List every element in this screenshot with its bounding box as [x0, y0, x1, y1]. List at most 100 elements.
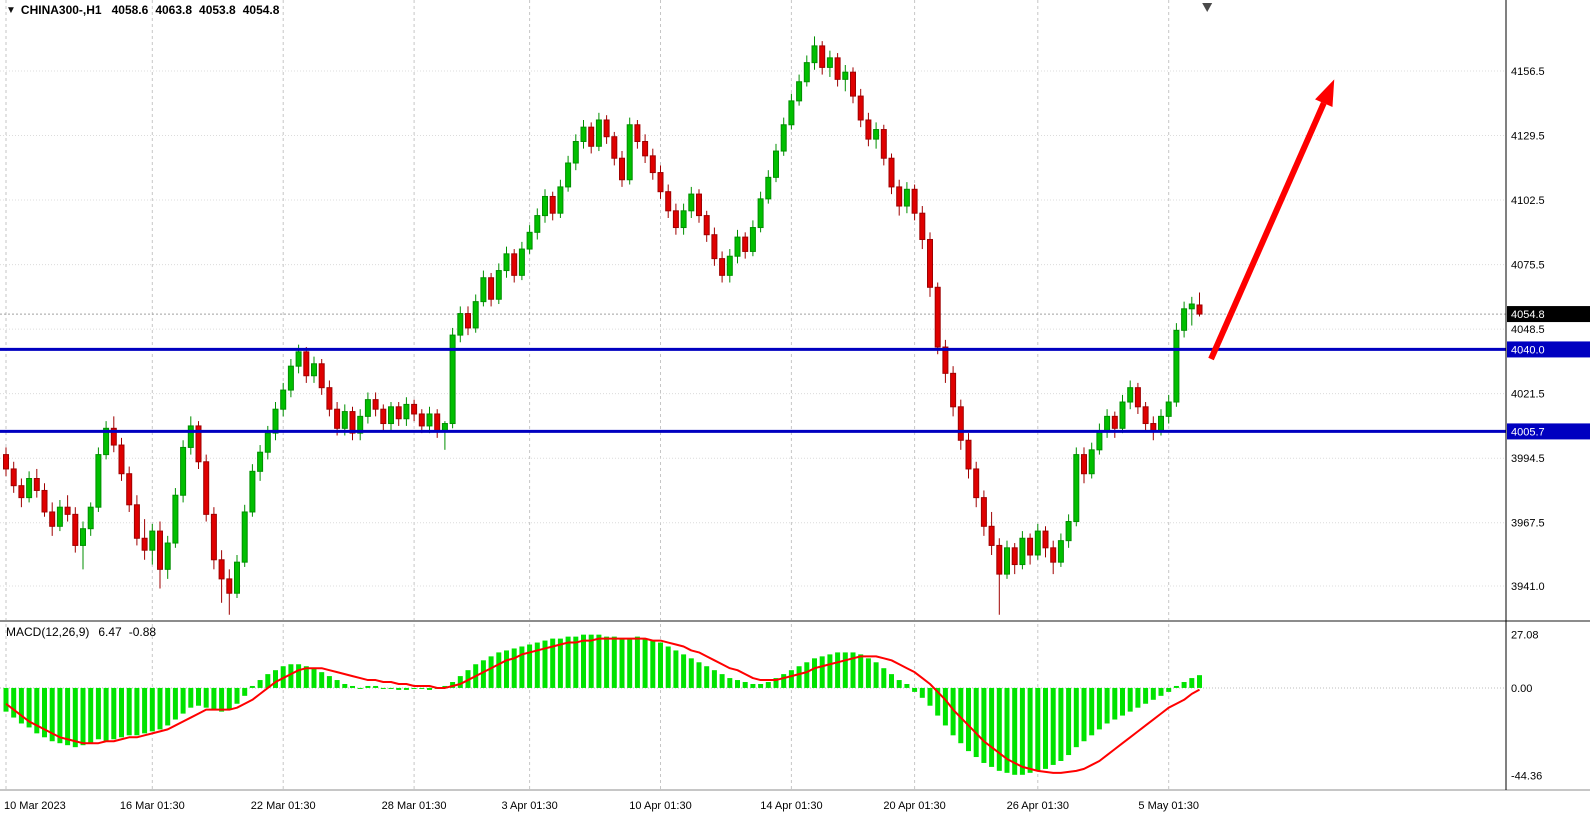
candle-down	[218, 559, 225, 580]
candle-up	[1088, 449, 1095, 475]
macd-bar	[1135, 687, 1141, 708]
macd-bar	[1066, 687, 1072, 756]
candle-up	[1004, 547, 1010, 575]
ohlc-close: 4054.8	[242, 3, 280, 17]
macd-bar	[542, 640, 548, 688]
candle-down	[3, 454, 9, 470]
macd-bar	[1035, 687, 1041, 771]
svg-text:4040.0: 4040.0	[1511, 344, 1545, 356]
macd-bar	[781, 674, 787, 688]
candle-up	[1127, 387, 1134, 403]
candle-down	[549, 195, 556, 214]
macd-bar	[942, 687, 948, 726]
macd-bar	[57, 687, 63, 744]
macd-bar	[11, 687, 17, 718]
candle-down	[511, 253, 518, 276]
candle-down	[942, 346, 949, 374]
candle-up	[796, 81, 803, 102]
macd-bar	[334, 680, 340, 688]
chart-shift-marker[interactable]	[1202, 3, 1213, 12]
candlestick-series	[3, 36, 1203, 615]
trend-arrow[interactable]	[1208, 79, 1335, 361]
macd-bar	[1150, 687, 1156, 700]
ohlc-low: 4053.8	[199, 3, 236, 17]
macd-bar	[319, 672, 325, 688]
macd-bar	[18, 687, 24, 724]
candle-down	[1027, 537, 1034, 556]
candle-down	[411, 403, 418, 415]
macd-bar	[365, 685, 371, 688]
macd-bar	[1043, 687, 1048, 769]
candle-down	[850, 71, 856, 97]
macd-bar	[1127, 687, 1133, 712]
macd-bar	[788, 670, 794, 688]
macd-bar	[1104, 687, 1110, 724]
candle-down	[742, 236, 749, 252]
candle-up	[187, 425, 194, 448]
candle-down	[672, 210, 679, 229]
macd-bar	[896, 680, 902, 688]
macd-bar	[719, 674, 725, 688]
candle-up	[264, 432, 271, 453]
macd-bar	[704, 666, 710, 688]
candle-down	[619, 157, 625, 181]
candle-down	[611, 136, 618, 159]
candle-down	[203, 461, 210, 515]
candle-up	[388, 406, 394, 425]
time-tick-label: 26 Apr 01:30	[1007, 800, 1069, 812]
candle-down	[110, 427, 117, 446]
candle-down	[696, 193, 702, 217]
macd-bar	[735, 680, 740, 688]
macd-bar	[488, 656, 494, 688]
macd-signal-line	[5, 637, 1200, 774]
candle-up	[26, 478, 33, 499]
price-tick-label: 4156.5	[1511, 66, 1545, 78]
macd-histogram	[3, 634, 1202, 775]
candle-down	[18, 485, 25, 499]
macd-bar	[1096, 687, 1102, 730]
macd-bar	[72, 687, 78, 748]
time-tick-label: 3 Apr 01:30	[501, 800, 557, 812]
macd-bar	[119, 687, 124, 738]
candle-up	[1073, 454, 1080, 523]
macd-bar	[403, 687, 409, 690]
candle-up	[572, 140, 579, 164]
macd-bar	[157, 687, 163, 730]
macd-bar	[342, 683, 348, 688]
macd-bar	[1197, 675, 1202, 688]
candle-down	[911, 188, 918, 214]
candle-up	[595, 119, 602, 147]
candle-up	[534, 215, 541, 233]
price-tick-label: 4129.5	[1511, 131, 1545, 143]
current-price-tag: 4054.8	[1507, 306, 1590, 323]
macd-bar	[865, 658, 871, 688]
macd-bar	[581, 634, 586, 688]
time-tick-label: 16 Mar 01:30	[120, 800, 185, 812]
macd-bar	[88, 687, 94, 744]
candle-up	[903, 188, 910, 207]
candle-up	[542, 195, 548, 217]
macd-bar	[973, 687, 979, 758]
macd-bar	[627, 638, 633, 688]
candle-up	[495, 270, 502, 300]
macd-bar	[303, 666, 309, 688]
candle-down	[642, 140, 649, 157]
macd-bar	[619, 638, 625, 688]
macd-bar	[573, 636, 579, 688]
candle-up	[149, 530, 156, 551]
macd-bar	[557, 638, 563, 688]
macd-bar	[1004, 687, 1010, 773]
macd-bar	[527, 644, 533, 688]
macd-bar	[742, 682, 748, 688]
candle-down	[372, 399, 379, 410]
macd-bar	[812, 658, 817, 688]
macd-bar	[927, 687, 933, 706]
macd-bar	[257, 680, 263, 688]
candle-down	[41, 489, 48, 513]
macd-bar	[296, 664, 302, 688]
candle-down	[33, 478, 40, 491]
macd-bar	[596, 634, 602, 688]
macd-bar	[796, 666, 802, 688]
